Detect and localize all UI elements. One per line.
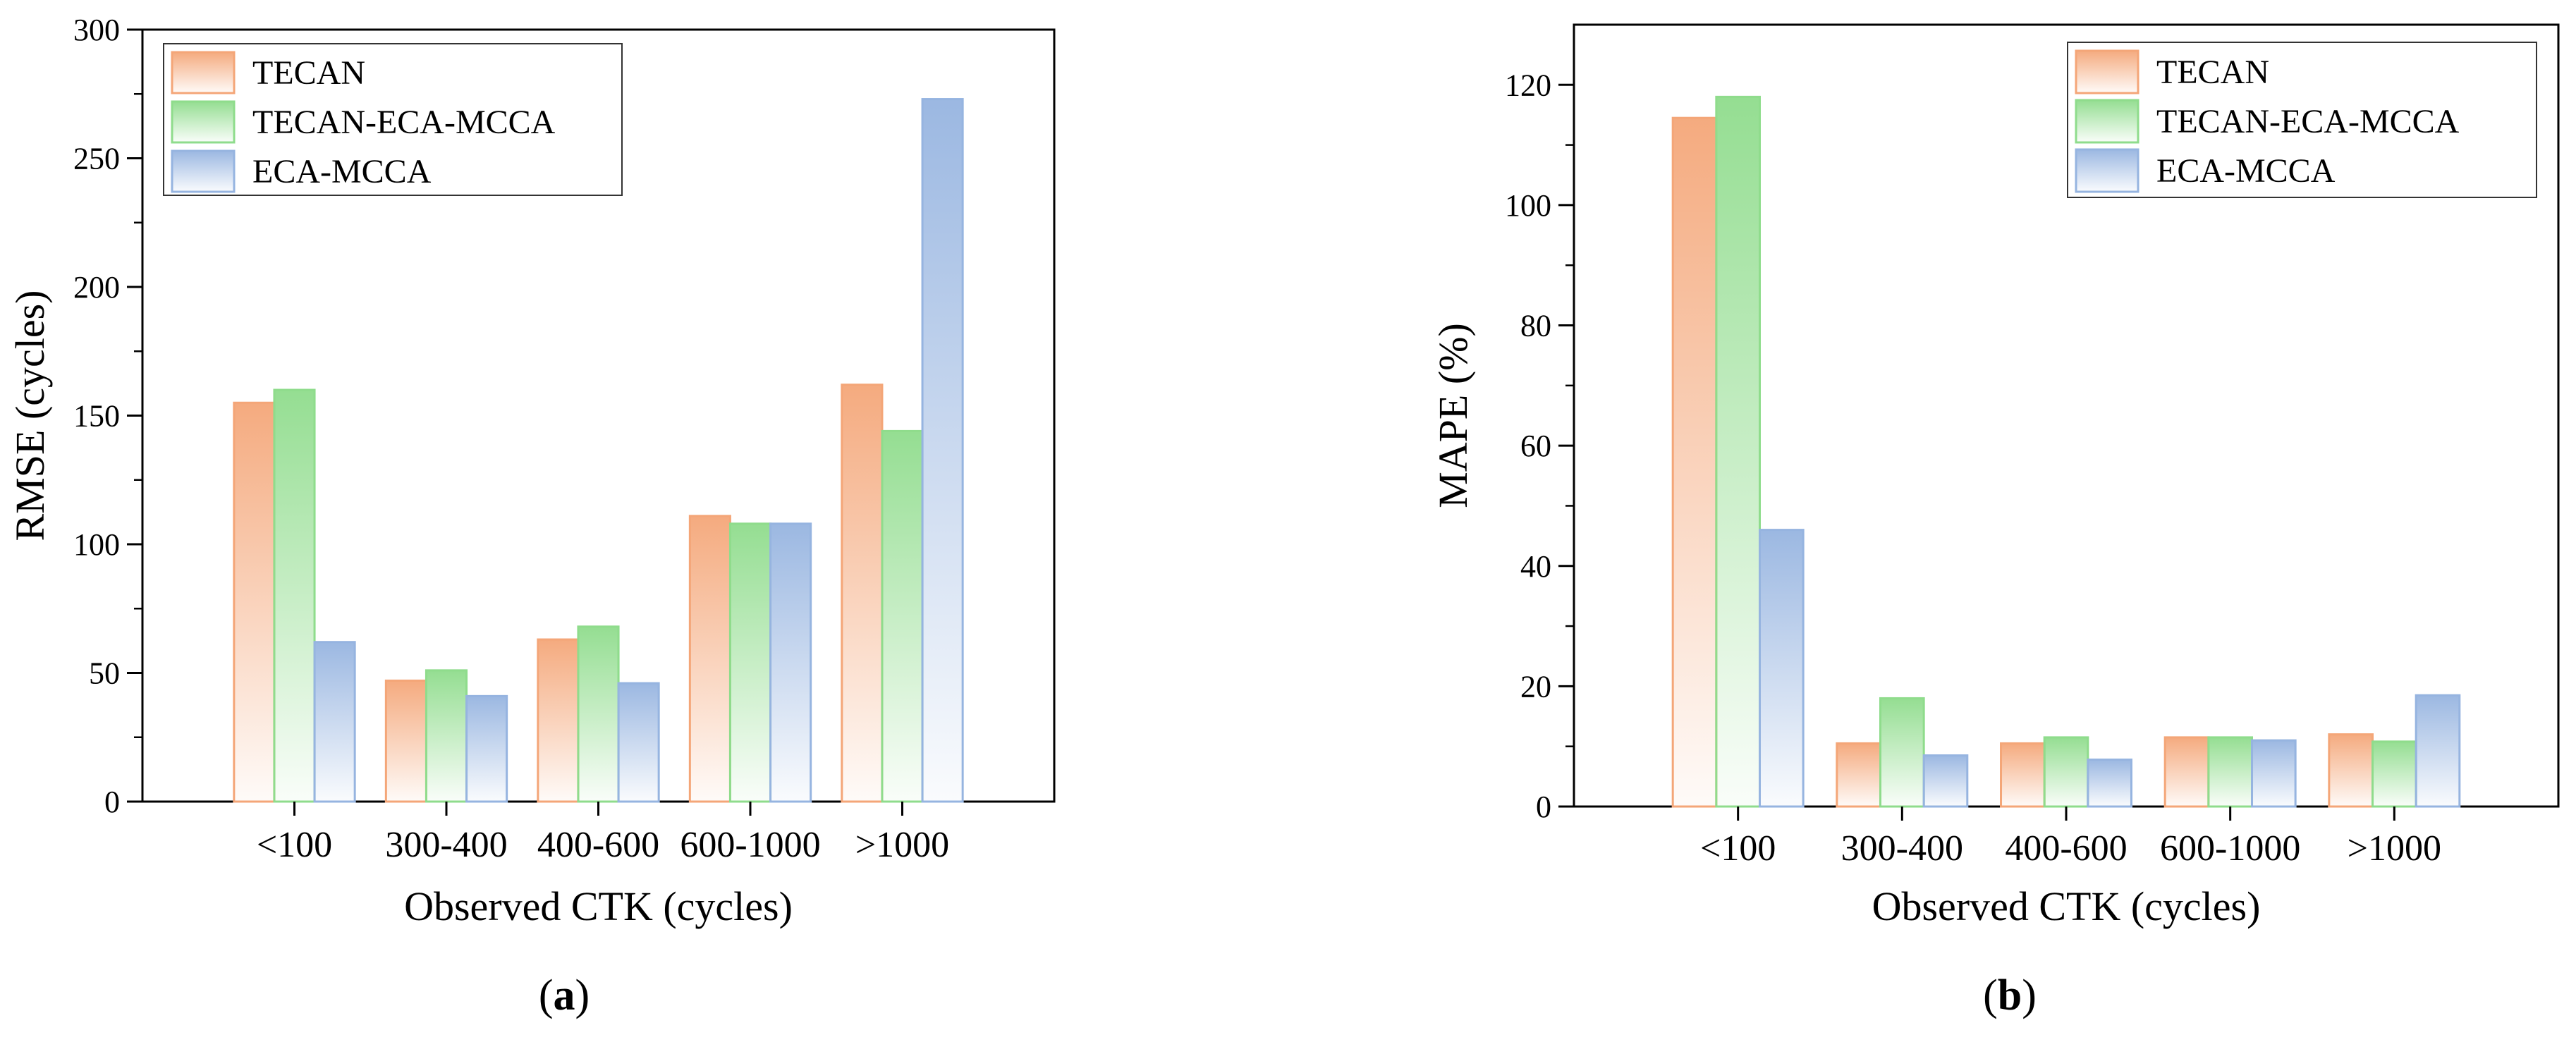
panel-b-caption-close: ) xyxy=(2022,971,2037,1019)
legend-box-a xyxy=(163,43,623,196)
panel-a-caption: (a) xyxy=(539,971,590,1019)
y-tick-label-a: 200 xyxy=(73,270,120,305)
x-axis-title-b: Observed CTK (cycles) xyxy=(1872,883,2261,929)
bar-a-eca-mcca-1 xyxy=(313,641,356,803)
bar-b-tecan-5 xyxy=(2328,733,2374,808)
legend-b: TECAN TECAN-ECA-MCCA ECA-MCCA xyxy=(2067,42,2537,198)
bar-b-tecan-1 xyxy=(1671,116,1718,808)
bar-a-tecan-eca-mcca-1 xyxy=(273,388,316,803)
y-axis-title-b: MAPE (%) xyxy=(1430,323,1476,508)
y-tick-label-b: 20 xyxy=(1520,669,1551,704)
y-tick-label-b: 120 xyxy=(1505,68,1551,102)
bar-a-tecan-eca-mcca-4 xyxy=(728,522,772,803)
bar-b-tecan-eca-mcca-2 xyxy=(1879,697,1925,808)
x-axis-title-a: Observed CTK (cycles) xyxy=(404,883,793,929)
legend-label-b-3: ECA-MCCA xyxy=(2156,152,2336,190)
bar-b-tecan-eca-mcca-3 xyxy=(2043,736,2089,808)
y-tick-label-b: 60 xyxy=(1520,429,1551,463)
y-tick-label-a: 50 xyxy=(89,656,120,691)
bar-a-tecan-eca-mcca-2 xyxy=(425,669,468,803)
bar-b-eca-mcca-2 xyxy=(1922,754,1969,808)
y-tick-label-a: 250 xyxy=(73,142,120,176)
panel-b-caption: (b) xyxy=(1983,971,2037,1019)
bar-a-eca-mcca-5 xyxy=(921,98,964,803)
panel-a-caption-letter: a xyxy=(554,971,575,1019)
bar-a-tecan-eca-mcca-3 xyxy=(577,625,620,803)
panel-b-mape-chart: 0 20 40 60 80 100 120 <100 300-400 400-600 600-100… xyxy=(1430,23,2560,929)
x-category-label-b: <100 xyxy=(1700,828,1776,869)
legend-label-b-2: TECAN-ECA-MCCA xyxy=(2156,103,2460,140)
x-category-label-b: 600-1000 xyxy=(2160,828,2300,869)
panel-b-caption-letter: b xyxy=(1998,971,2022,1019)
bar-b-eca-mcca-3 xyxy=(2087,758,2132,808)
y-tick-label-b: 0 xyxy=(1536,790,1551,824)
bar-b-tecan-eca-mcca-1 xyxy=(1715,95,1761,808)
y-tick-label-b: 80 xyxy=(1520,309,1551,343)
y-tick-label-b: 40 xyxy=(1520,549,1551,584)
y-tick-label-a: 0 xyxy=(104,785,120,819)
y-tick-label-a: 150 xyxy=(73,399,120,434)
x-category-label-b: 400-600 xyxy=(2005,828,2127,869)
legend-box-b xyxy=(2067,42,2537,198)
x-category-label-b: 300-400 xyxy=(1841,828,1963,869)
bar-a-tecan-2 xyxy=(384,679,427,803)
x-category-label-a: 300-400 xyxy=(385,825,507,865)
legend-label-b-1: TECAN xyxy=(2156,54,2269,91)
y-tick-label-a: 100 xyxy=(73,527,120,562)
x-category-label-b: >1000 xyxy=(2348,828,2441,869)
bar-b-eca-mcca-5 xyxy=(2415,694,2461,808)
bar-b-tecan-3 xyxy=(2000,742,2046,808)
x-category-label-a: 400-600 xyxy=(537,825,659,865)
panel-a-rmse-chart: 0 50 100 150 200 250 300 <100 300-400 400-600 600-… xyxy=(7,13,1056,929)
y-tick-label-b: 100 xyxy=(1505,188,1551,223)
bar-a-tecan-3 xyxy=(537,638,580,803)
bar-a-tecan-5 xyxy=(841,384,884,803)
bar-a-tecan-eca-mcca-5 xyxy=(881,429,924,803)
legend-swatch-a-2 xyxy=(171,100,236,144)
bar-a-eca-mcca-2 xyxy=(465,694,508,803)
panel-a-caption-open: ( xyxy=(539,971,554,1019)
bar-b-tecan-2 xyxy=(1836,742,1882,808)
legend-a: TECAN TECAN-ECA-MCCA ECA-MCCA xyxy=(163,43,623,196)
legend-label-a-2: TECAN-ECA-MCCA xyxy=(252,104,556,141)
y-tick-label-a: 300 xyxy=(73,13,120,47)
bar-b-tecan-eca-mcca-4 xyxy=(2207,736,2253,808)
panel-b-caption-open: ( xyxy=(1983,971,1998,1019)
bar-b-eca-mcca-1 xyxy=(1758,529,1805,808)
bar-a-eca-mcca-3 xyxy=(617,682,660,803)
legend-swatch-b-2 xyxy=(2075,99,2139,144)
x-category-label-a: 600-1000 xyxy=(680,825,820,865)
legend-swatch-a-3 xyxy=(171,149,236,193)
legend-swatch-a-1 xyxy=(171,51,236,94)
y-axis-title-a: RMSE (cycles) xyxy=(7,290,53,541)
bar-a-eca-mcca-4 xyxy=(769,522,812,803)
x-category-label-a: <100 xyxy=(257,825,332,865)
legend-swatch-b-1 xyxy=(2075,49,2139,94)
legend-swatch-b-3 xyxy=(2075,148,2139,193)
bar-b-tecan-eca-mcca-5 xyxy=(2371,740,2417,808)
x-category-label-a: >1000 xyxy=(855,825,949,865)
panel-a-caption-close: ) xyxy=(575,971,590,1019)
bar-b-tecan-4 xyxy=(2163,736,2210,808)
bar-a-tecan-1 xyxy=(233,401,276,803)
legend-label-a-3: ECA-MCCA xyxy=(252,153,432,190)
bar-a-tecan-4 xyxy=(688,515,731,803)
legend-label-a-1: TECAN xyxy=(252,54,365,92)
bar-b-eca-mcca-4 xyxy=(2250,739,2297,808)
